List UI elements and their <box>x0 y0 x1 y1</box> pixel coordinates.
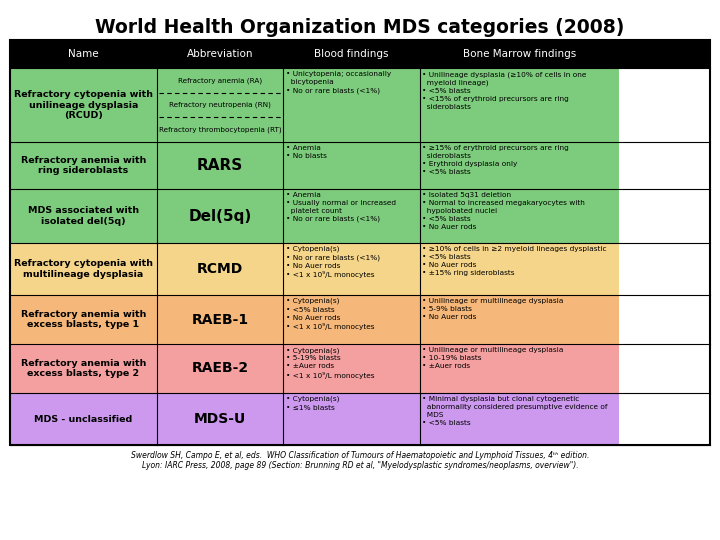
Bar <box>420 142 619 189</box>
Bar <box>283 189 420 243</box>
Bar <box>10 142 157 189</box>
Text: RAEB-1: RAEB-1 <box>192 313 248 327</box>
Bar <box>10 68 157 142</box>
Text: Swerdlow SH, Campo E, et al, eds.  WHO Classification of Tumours of Haematopoiet: Swerdlow SH, Campo E, et al, eds. WHO Cl… <box>131 451 589 460</box>
Text: MDS - unclassified: MDS - unclassified <box>35 415 132 423</box>
Bar <box>283 68 420 142</box>
Text: Name: Name <box>68 49 99 59</box>
Bar <box>283 393 420 445</box>
Text: • ≥15% of erythroid precursors are ring
  sideroblasts
• Erythroid dysplasia onl: • ≥15% of erythroid precursors are ring … <box>423 145 570 175</box>
Text: MDS associated with
isolated del(5q): MDS associated with isolated del(5q) <box>28 206 139 226</box>
Text: Lyon: IARC Press, 2008, page 89 (Section: Brunning RD et al, "Myelodysplastic sy: Lyon: IARC Press, 2008, page 89 (Section… <box>142 461 578 470</box>
Bar <box>157 295 283 344</box>
Text: • Minimal dysplasia but clonal cytogenetic
  abnormality considered presumptive : • Minimal dysplasia but clonal cytogenet… <box>423 396 608 426</box>
Bar <box>10 295 157 344</box>
Text: • Anemia
• Usually normal or increased
  platelet count
• No or rare blasts (<1%: • Anemia • Usually normal or increased p… <box>286 192 396 222</box>
Text: Refractory anemia with
excess blasts, type 2: Refractory anemia with excess blasts, ty… <box>21 359 146 378</box>
Text: Refractory thrombocytopenia (RT): Refractory thrombocytopenia (RT) <box>158 126 282 133</box>
Bar <box>10 393 157 445</box>
Text: Refractory anemia with
excess blasts, type 1: Refractory anemia with excess blasts, ty… <box>21 310 146 329</box>
Bar <box>157 344 283 393</box>
Text: • Cytopenia(s)
• ≤1% blasts: • Cytopenia(s) • ≤1% blasts <box>286 396 340 410</box>
Bar <box>420 295 619 344</box>
Text: Bone Marrow findings: Bone Marrow findings <box>463 49 576 59</box>
Text: World Health Organization MDS categories (2008): World Health Organization MDS categories… <box>95 18 625 37</box>
Bar <box>420 243 619 295</box>
Bar <box>157 68 283 142</box>
Text: Refractory anemia (RA): Refractory anemia (RA) <box>178 77 262 84</box>
Text: • Unilineage or multilineage dysplasia
• 10-19% blasts
• ±Auer rods: • Unilineage or multilineage dysplasia •… <box>423 347 564 369</box>
Text: MDS-U: MDS-U <box>194 412 246 426</box>
Text: Blood findings: Blood findings <box>314 49 389 59</box>
Bar <box>283 243 420 295</box>
Bar <box>157 243 283 295</box>
Text: • Cytopenia(s)
• <5% blasts
• No Auer rods
• <1 x 10⁹/L monocytes: • Cytopenia(s) • <5% blasts • No Auer ro… <box>286 298 374 330</box>
Text: • Cytopenia(s)
• 5-19% blasts
• ±Auer rods
• <1 x 10⁹/L monocytes: • Cytopenia(s) • 5-19% blasts • ±Auer ro… <box>286 347 374 379</box>
Bar <box>157 189 283 243</box>
Text: RARS: RARS <box>197 158 243 173</box>
Text: • ≥10% of cells in ≥2 myeloid lineages dysplastic
• <5% blasts
• No Auer rods
• : • ≥10% of cells in ≥2 myeloid lineages d… <box>423 246 607 276</box>
Text: Refractory cytopenia with
unilineage dysplasia
(RCUD): Refractory cytopenia with unilineage dys… <box>14 90 153 120</box>
Bar <box>420 68 619 142</box>
Bar <box>420 393 619 445</box>
Bar <box>157 142 283 189</box>
Bar <box>283 344 420 393</box>
Text: • Unicytopenia; occasionally
  bicytopenia
• No or rare blasts (<1%): • Unicytopenia; occasionally bicytopenia… <box>286 71 391 93</box>
Text: • Isolated 5q31 deletion
• Normal to increased megakaryocytes with
  hypolobated: • Isolated 5q31 deletion • Normal to inc… <box>423 192 585 230</box>
Text: • Unilineage dysplasia (≥10% of cells in one
  myeloid lineage)
• <5% blasts
• <: • Unilineage dysplasia (≥10% of cells in… <box>423 71 587 110</box>
Bar <box>283 142 420 189</box>
Bar <box>10 189 157 243</box>
Text: Abbreviation: Abbreviation <box>186 49 253 59</box>
Text: • Anemia
• No blasts: • Anemia • No blasts <box>286 145 327 159</box>
Text: • Unilineage or multilineage dysplasia
• 5-9% blasts
• No Auer rods: • Unilineage or multilineage dysplasia •… <box>423 298 564 320</box>
Bar <box>10 40 710 445</box>
Bar <box>420 189 619 243</box>
Text: • Cytopenia(s)
• No or rare blasts (<1%)
• No Auer rods
• <1 x 10⁹/L monocytes: • Cytopenia(s) • No or rare blasts (<1%)… <box>286 246 380 279</box>
Text: RAEB-2: RAEB-2 <box>192 361 248 375</box>
Text: Del(5q): Del(5q) <box>189 208 251 224</box>
Text: Refractory anemia with
ring sideroblasts: Refractory anemia with ring sideroblasts <box>21 156 146 175</box>
Bar <box>157 393 283 445</box>
Bar <box>420 344 619 393</box>
Text: Refractory neutropenia (RN): Refractory neutropenia (RN) <box>169 102 271 108</box>
Text: RCMD: RCMD <box>197 262 243 276</box>
Bar <box>10 243 157 295</box>
Text: Refractory cytopenia with
multilineage dysplasia: Refractory cytopenia with multilineage d… <box>14 259 153 279</box>
Bar <box>10 344 157 393</box>
Bar <box>283 295 420 344</box>
Bar <box>10 40 710 68</box>
